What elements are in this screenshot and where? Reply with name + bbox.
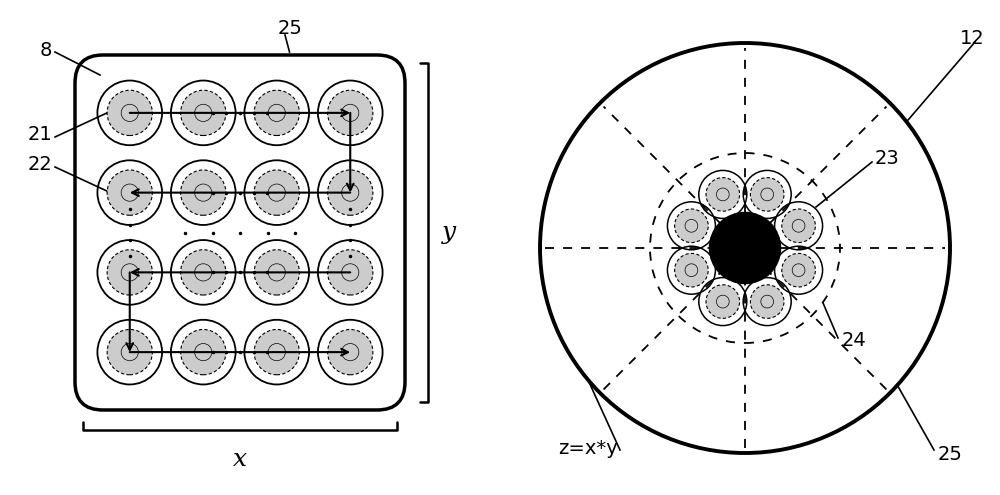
Circle shape bbox=[750, 178, 784, 211]
Text: 25: 25 bbox=[278, 18, 302, 38]
Circle shape bbox=[328, 90, 373, 136]
Circle shape bbox=[107, 330, 152, 375]
Text: y: y bbox=[442, 221, 456, 244]
Circle shape bbox=[181, 330, 226, 375]
Circle shape bbox=[675, 209, 708, 243]
Text: 21: 21 bbox=[27, 126, 52, 145]
Text: x: x bbox=[233, 448, 247, 471]
Circle shape bbox=[181, 250, 226, 295]
Circle shape bbox=[181, 90, 226, 136]
Circle shape bbox=[254, 330, 299, 375]
Circle shape bbox=[107, 170, 152, 215]
Circle shape bbox=[254, 170, 299, 215]
Circle shape bbox=[181, 170, 226, 215]
Circle shape bbox=[710, 213, 780, 283]
Text: z=x*y: z=x*y bbox=[558, 439, 618, 457]
Text: 25: 25 bbox=[938, 446, 963, 464]
FancyBboxPatch shape bbox=[75, 55, 405, 410]
Circle shape bbox=[782, 209, 815, 243]
Circle shape bbox=[328, 250, 373, 295]
Circle shape bbox=[675, 253, 708, 287]
Text: 23: 23 bbox=[875, 148, 900, 167]
Text: 12: 12 bbox=[960, 29, 985, 48]
Circle shape bbox=[328, 170, 373, 215]
Circle shape bbox=[254, 90, 299, 136]
Circle shape bbox=[107, 90, 152, 136]
Circle shape bbox=[328, 330, 373, 375]
Circle shape bbox=[107, 250, 152, 295]
Circle shape bbox=[750, 285, 784, 318]
Circle shape bbox=[254, 250, 299, 295]
Circle shape bbox=[706, 285, 740, 318]
Circle shape bbox=[706, 178, 740, 211]
Circle shape bbox=[782, 253, 815, 287]
Text: 8: 8 bbox=[40, 41, 52, 59]
Text: 24: 24 bbox=[842, 331, 867, 349]
Text: 22: 22 bbox=[27, 155, 52, 175]
